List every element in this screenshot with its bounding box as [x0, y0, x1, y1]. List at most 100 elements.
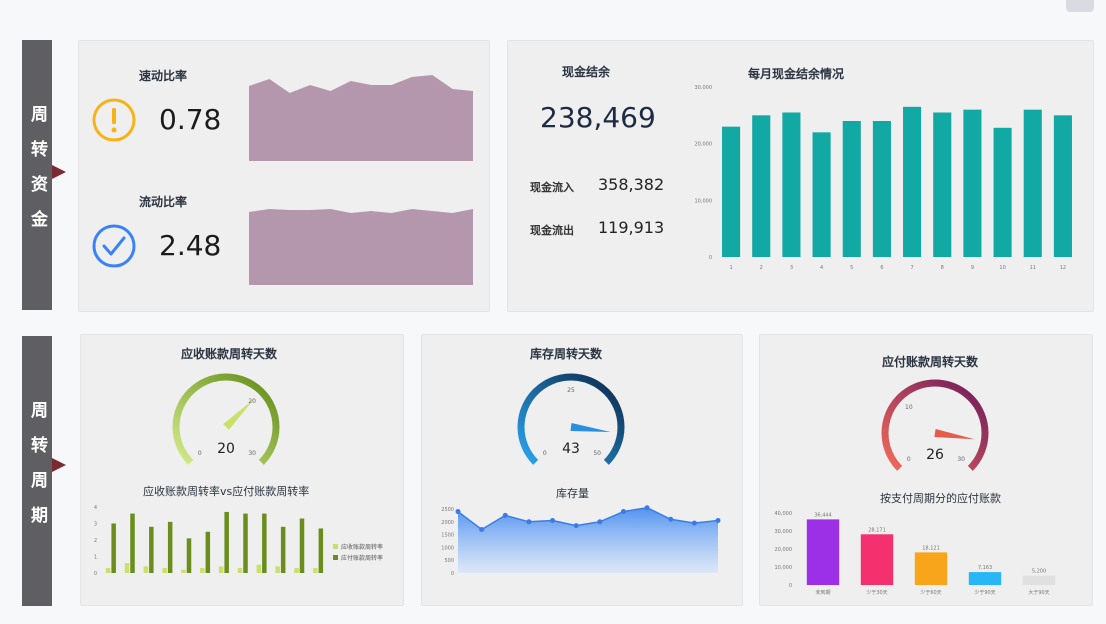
gauge-max-label: 30: [957, 456, 965, 463]
inventory-point: [526, 519, 532, 525]
current-ratio-label: 流动比率: [139, 195, 188, 209]
ap-rate-bar: [149, 526, 154, 573]
ar-gauge-arc: [172, 373, 280, 465]
ap-period-bar: [1022, 575, 1056, 585]
y-tick-label: 4: [94, 505, 97, 511]
inventory-line: [457, 506, 719, 531]
ar-vs-ap-bar-chart: 4 3 2 1 0: [94, 505, 324, 577]
ap-turnover-panel: 应付账款周转天数 0 30 10 26 按支付周期分的应付账款 40,000 30,00…: [759, 334, 1093, 606]
y-tick-label: 20,000: [775, 547, 793, 553]
monthly-cash-title: 每月现金结余情况: [748, 67, 845, 81]
ap-gauge-value: 26: [926, 447, 944, 463]
x-tick-label: 12: [1060, 265, 1066, 271]
gauge-mid-label: 10: [905, 404, 913, 411]
y-tick-label: 0: [709, 255, 712, 261]
inventory-panel: 库存周转天数 0 50 25 43 库存量 2500 2000 1500 1000 500 0: [421, 334, 743, 606]
inventory-point: [620, 509, 626, 515]
ap-gauge-arc: [881, 379, 989, 471]
ar-rate-bar: [218, 566, 224, 573]
y-tick-label: 10,000: [695, 198, 713, 204]
y-tick-label: 40,000: [775, 511, 793, 517]
gauge-min-label: 0: [907, 456, 911, 463]
inventory-point: [455, 509, 461, 515]
ap-rate-bar: [243, 513, 248, 573]
ap-turnover-gauge: 0 30 10 26: [881, 379, 989, 471]
inventory-area: [458, 507, 718, 573]
cash-bar: [872, 121, 891, 257]
legend-swatch-ar: [333, 544, 338, 549]
x-tick-label: 2: [760, 265, 763, 271]
ar-turnover-panel: 应收账款周转天数 0 30 20 20 应收账款周转率vs应付账款周转率 4 3 2 1 0 …: [80, 334, 404, 606]
inventory-point: [573, 523, 579, 529]
inventory-gauge-value: 43: [562, 441, 580, 457]
cash-inflow-label: 现金流入: [530, 181, 574, 194]
cash-balance-title: 现金结余: [562, 65, 611, 79]
ar-rate-bar: [294, 568, 299, 573]
x-tick-label: 9: [971, 265, 974, 271]
x-tick-label: 4: [820, 265, 823, 271]
ar-rate-bar: [124, 563, 130, 573]
ap-rate-bar: [186, 538, 192, 573]
quick-ratio-label: 速动比率: [139, 69, 188, 83]
inventory-point: [691, 520, 697, 526]
ar-rate-bar: [237, 568, 243, 573]
inventory-point: [502, 512, 508, 518]
data-label: 18,121: [922, 545, 940, 551]
inventory-point: [597, 519, 603, 525]
ap-turnover-title: 应付账款周转天数: [882, 355, 979, 369]
ap-rate-bar: [280, 526, 286, 573]
y-tick-label: 0: [94, 571, 97, 577]
ar-rate-bar: [143, 566, 149, 573]
section-tab-turnover-cycle[interactable]: 周转周期: [22, 336, 52, 606]
current-ratio-area: [249, 209, 473, 285]
gauge-mid-label: 20: [248, 398, 256, 405]
inventory-point: [644, 505, 650, 511]
ar-vs-ap-chart-title: 应收账款周转率vs应付账款周转率: [143, 485, 310, 498]
section-tab-label: 周转周期: [27, 401, 47, 541]
cash-bar: [722, 126, 741, 257]
x-tick-label: 少于30天: [866, 590, 887, 596]
cash-bar: [993, 127, 1012, 257]
gauge-mid-label: 25: [567, 387, 575, 394]
inventory-volume-title: 库存量: [556, 487, 589, 500]
ap-period-bar: [860, 534, 894, 585]
ap-period-bar: [806, 519, 840, 585]
ar-turnover-gauge: 0 30 20 20: [172, 373, 280, 465]
y-tick-label: 0: [789, 583, 792, 589]
y-tick-label: 30,000: [775, 529, 793, 535]
x-tick-label: 6: [880, 265, 883, 271]
x-tick-label: 7: [910, 265, 913, 271]
cash-inflow-value: 358,382: [598, 175, 665, 194]
gauge-max-label: 30: [248, 450, 256, 457]
ap-by-period-bar-chart: 40,000 30,000 20,000 10,000 0 36,444 未到期 28,171…: [775, 511, 1056, 596]
cash-bar: [903, 106, 922, 257]
ap-rate-bar: [130, 513, 135, 573]
y-tick-label: 20,000: [695, 142, 713, 148]
section-arrow-icon: [52, 165, 66, 179]
x-tick-label: 未到期: [815, 589, 830, 596]
cash-bar: [933, 112, 952, 257]
gauge-min-label: 0: [543, 450, 547, 457]
section-tab-working-capital[interactable]: 周转资金: [22, 40, 52, 310]
cash-outflow-value: 119,913: [598, 218, 665, 237]
y-tick-label: 1500: [441, 533, 454, 539]
ar-gauge-needle: [223, 398, 255, 430]
inventory-point: [668, 516, 674, 522]
legend-swatch-ap: [333, 555, 338, 560]
ratio-panel: 速动比率 0.78 流动比率 2.48: [78, 40, 490, 312]
y-tick-label: 500: [444, 558, 454, 564]
x-tick-label: 大于90天: [1028, 589, 1049, 596]
ap-period-bar: [968, 572, 1002, 585]
window-corner-button[interactable]: [1066, 0, 1094, 12]
check-icon: [92, 224, 136, 268]
inventory-turnover-gauge: 0 50 25 43: [517, 373, 625, 465]
ar-rate-bar: [256, 564, 262, 573]
ar-turnover-title: 应收账款周转天数: [181, 347, 278, 361]
cash-bar: [963, 109, 982, 258]
ap-period-bar: [914, 552, 948, 585]
x-tick-label: 10: [999, 265, 1005, 271]
ar-rate-bar: [200, 568, 205, 573]
ap-rate-bar: [224, 511, 229, 573]
cash-bar: [752, 115, 771, 257]
